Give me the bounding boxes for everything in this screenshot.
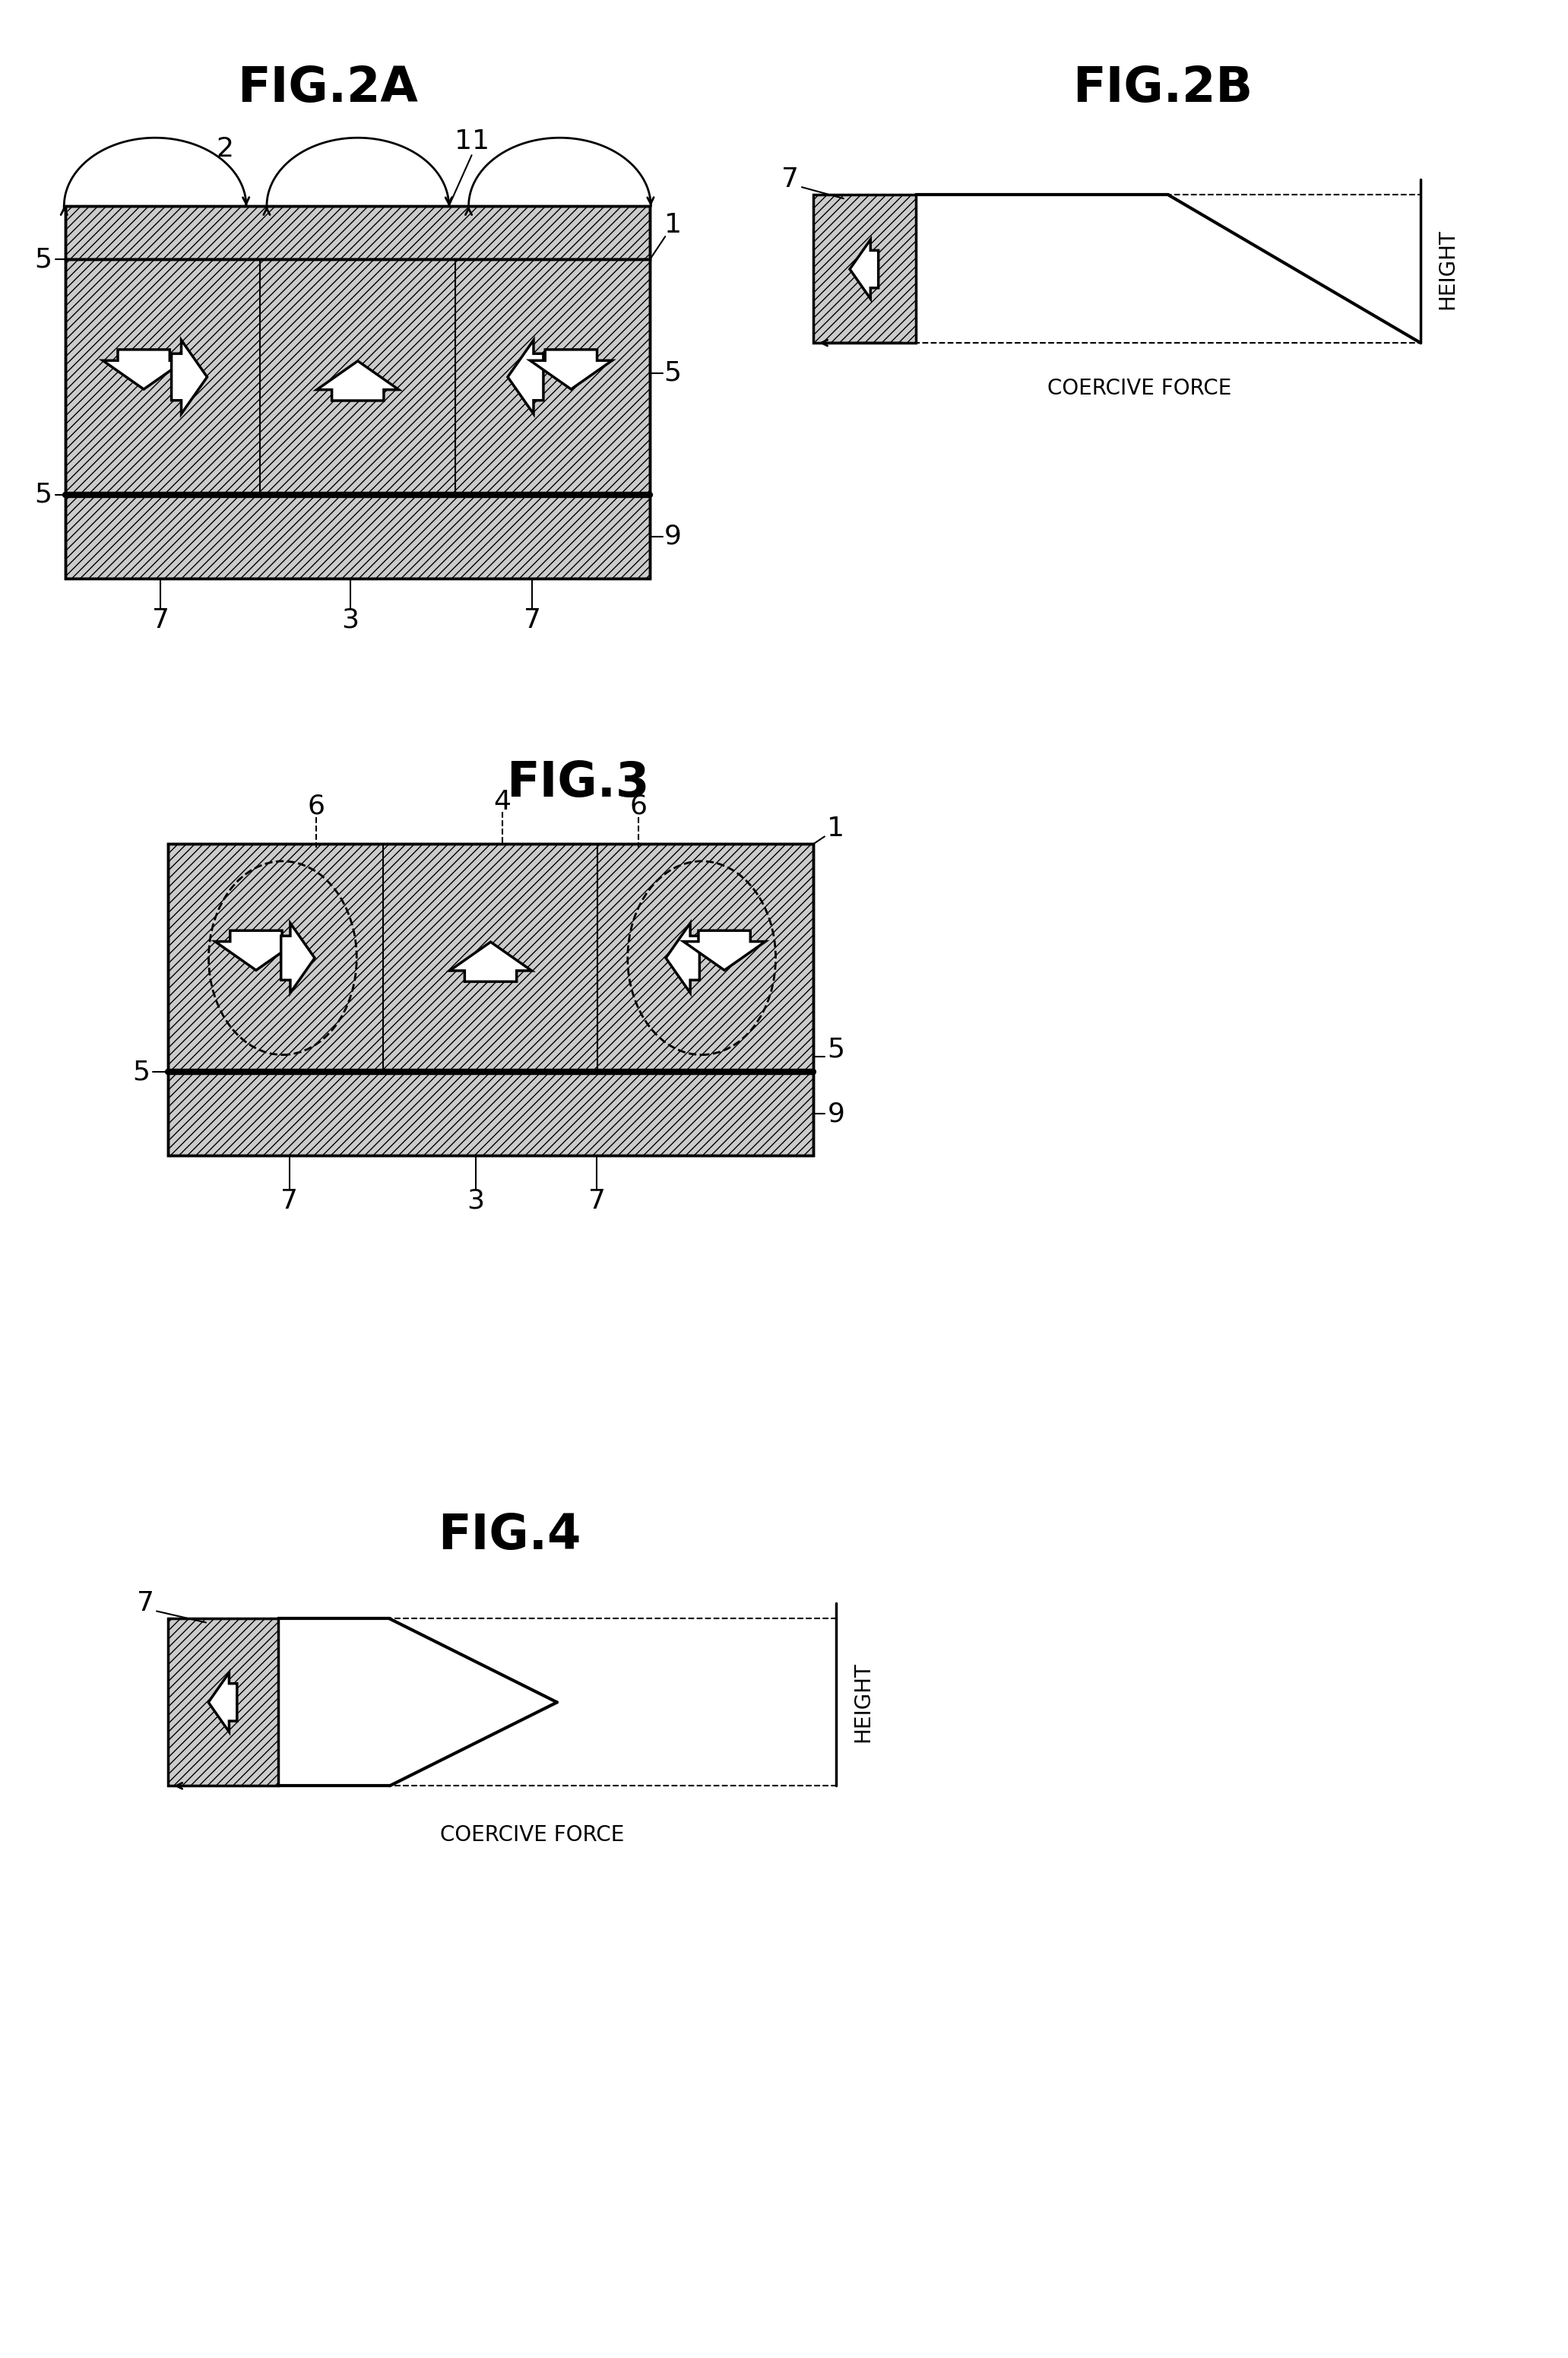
Polygon shape — [508, 340, 544, 415]
Text: 3: 3 — [467, 1188, 485, 1214]
Polygon shape — [171, 340, 207, 415]
Text: FIG.2B: FIG.2B — [1073, 64, 1253, 111]
Text: 7: 7 — [524, 606, 541, 632]
Text: HEIGHT: HEIGHT — [851, 1662, 873, 1743]
Text: 2: 2 — [216, 137, 234, 163]
Bar — [814, 196, 916, 342]
Polygon shape — [684, 931, 765, 969]
Text: 9: 9 — [828, 1101, 845, 1127]
Text: COERCIVE FORCE: COERCIVE FORCE — [441, 1825, 624, 1846]
Polygon shape — [281, 922, 315, 993]
Polygon shape — [850, 241, 878, 299]
Bar — [168, 844, 814, 1155]
Polygon shape — [666, 922, 699, 993]
Bar — [168, 844, 814, 1073]
Text: 7: 7 — [281, 1188, 298, 1214]
Text: FIG.2A: FIG.2A — [237, 64, 417, 111]
Polygon shape — [450, 941, 532, 981]
Bar — [66, 205, 651, 259]
Text: 9: 9 — [665, 523, 682, 549]
Polygon shape — [209, 1672, 237, 1731]
Bar — [66, 205, 651, 578]
Text: 7: 7 — [152, 606, 169, 632]
Text: 5: 5 — [34, 481, 52, 507]
Polygon shape — [317, 361, 398, 401]
Text: 11: 11 — [455, 130, 489, 156]
Polygon shape — [530, 349, 612, 389]
Text: 3: 3 — [342, 606, 359, 632]
Bar — [66, 495, 651, 578]
Text: HEIGHT: HEIGHT — [1436, 229, 1458, 309]
Text: 5: 5 — [828, 1035, 845, 1061]
Text: FIG.3: FIG.3 — [506, 759, 649, 806]
Bar — [168, 1073, 814, 1155]
Polygon shape — [215, 931, 296, 969]
Text: 6: 6 — [630, 792, 648, 818]
Text: 7: 7 — [782, 167, 800, 193]
Bar — [66, 259, 651, 495]
Text: 6: 6 — [307, 792, 325, 818]
Text: FIG.4: FIG.4 — [437, 1511, 582, 1559]
Text: 7: 7 — [136, 1592, 154, 1618]
Bar — [168, 1618, 278, 1785]
Text: 4: 4 — [494, 790, 511, 816]
Text: 5: 5 — [34, 245, 52, 271]
Text: 5: 5 — [665, 361, 682, 387]
Text: 1: 1 — [665, 212, 682, 238]
Polygon shape — [103, 349, 185, 389]
Text: 7: 7 — [588, 1188, 605, 1214]
Text: 5: 5 — [133, 1059, 151, 1085]
Text: 1: 1 — [828, 816, 845, 842]
Text: COERCIVE FORCE: COERCIVE FORCE — [1047, 377, 1232, 399]
